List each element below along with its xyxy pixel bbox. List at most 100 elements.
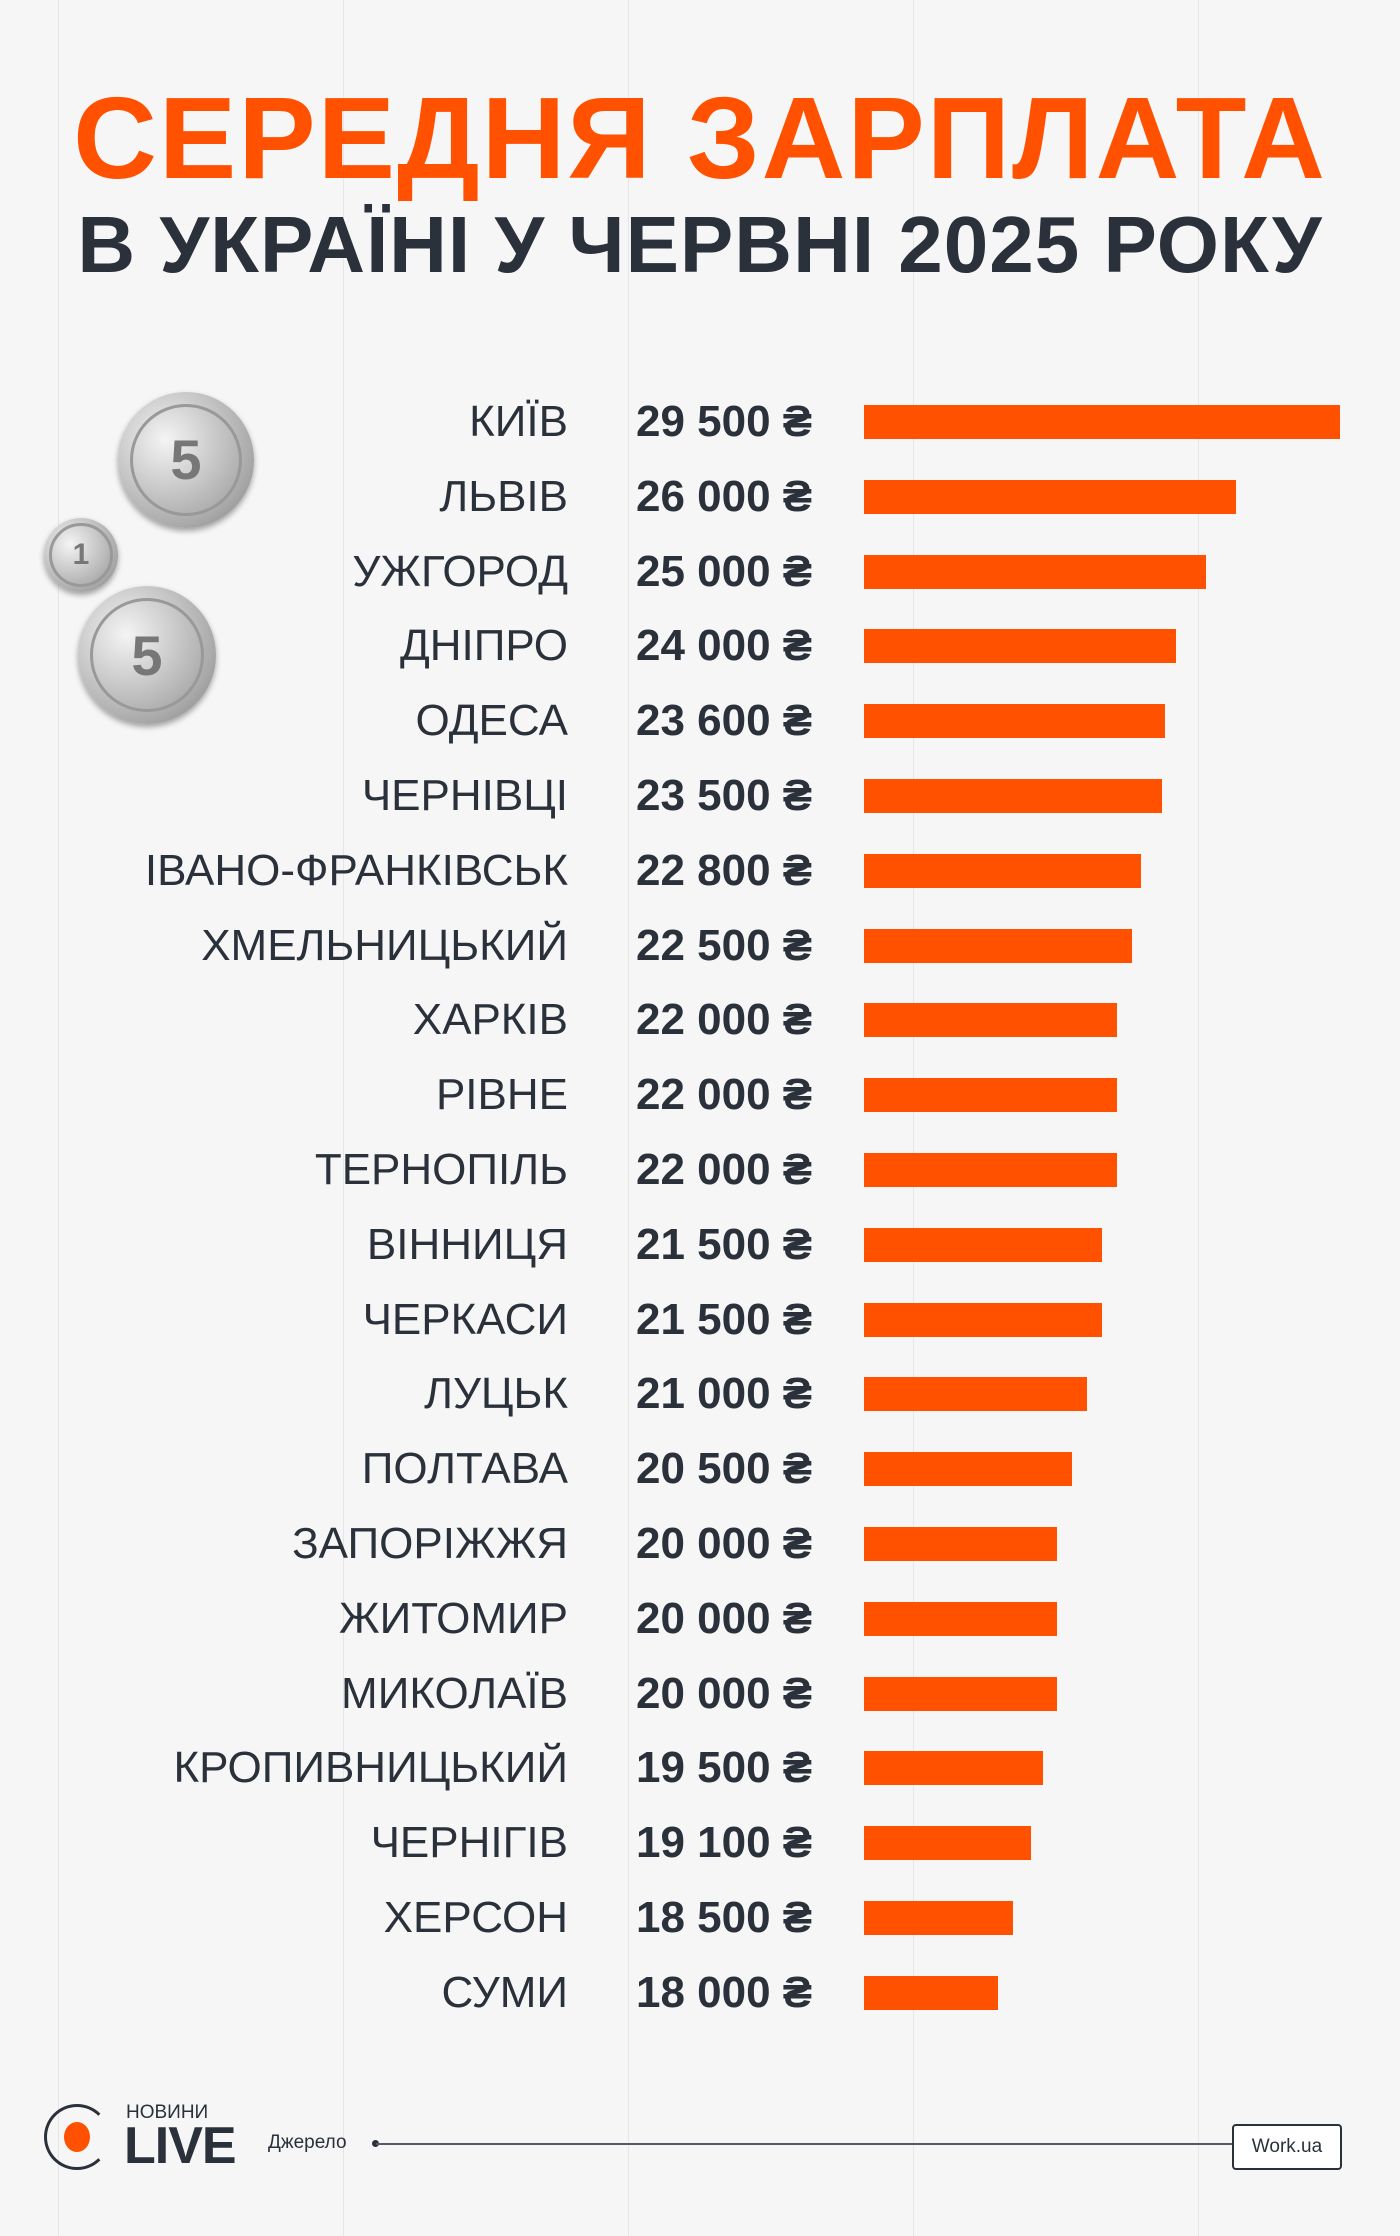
bar-row: РІВНЕ 22 000 ₴	[0, 1065, 1400, 1125]
bar-row: МИКОЛАЇВ 20 000 ₴	[0, 1664, 1400, 1724]
value-label: 23 500 ₴	[636, 771, 813, 820]
category-label: ОДЕСА	[415, 696, 568, 746]
value-label: 19 500 ₴	[636, 1743, 813, 1793]
bar-row: ТЕРНОПІЛЬ 22 000 ₴	[0, 1140, 1400, 1200]
category-label: РІВНЕ	[435, 1070, 568, 1120]
grid-line	[913, 0, 914, 2236]
category-label: ІВАНО-ФРАНКІВСЬК	[144, 845, 568, 895]
bar-row: ЛУЦЬК 21 000 ₴	[0, 1364, 1400, 1424]
bar-row: ОДЕСА 23 600 ₴	[0, 691, 1400, 751]
value-label: 20 000 ₴	[636, 1593, 813, 1643]
bar-row: ДНІПРО 24 000 ₴	[0, 616, 1400, 676]
category-label: ЧЕРКАСИ	[362, 1294, 568, 1344]
bar-row: ЧЕРНІВЦІ 23 500 ₴	[0, 766, 1400, 826]
category-label: ХЕРСОН	[383, 1893, 568, 1942]
bar-row: ЧЕРКАСИ 21 500 ₴	[0, 1290, 1400, 1350]
bar	[864, 779, 1162, 813]
bar-row: ХМЕЛЬНИЦЬКИЙ 22 500 ₴	[0, 916, 1400, 976]
bar	[864, 1452, 1073, 1487]
value-label: 18 000 ₴	[636, 1967, 813, 2017]
logo-ring-icon	[44, 2104, 110, 2170]
category-label: ЗАПОРІЖЖЯ	[292, 1519, 568, 1568]
logo-dot-icon	[64, 2122, 90, 2152]
category-label: КИЇВ	[469, 397, 568, 446]
category-label: ВІННИЦЯ	[366, 1219, 568, 1269]
bar	[864, 704, 1165, 739]
logo-text-small: НОВИНИ	[126, 2102, 209, 2123]
bar-row: ІВАНО-ФРАНКІВСЬК 22 800 ₴	[0, 841, 1400, 901]
bar	[864, 1078, 1117, 1113]
source-line	[376, 2143, 1232, 2145]
bar	[864, 928, 1132, 963]
source-label: Джерело	[268, 2132, 347, 2153]
bar	[864, 405, 1340, 439]
value-label: 24 000 ₴	[636, 621, 813, 671]
value-label: 22 800 ₴	[636, 845, 813, 895]
category-label: ЖИТОМИР	[338, 1593, 568, 1643]
bar	[864, 1751, 1043, 1786]
grid-line	[628, 0, 629, 2236]
coin-icon: 5	[118, 392, 254, 528]
footer: НОВИНИ LIVE Джерело Work.ua	[0, 2100, 1400, 2180]
bar	[864, 1153, 1117, 1187]
bar	[864, 1227, 1103, 1262]
bar-row: ЛЬВІВ 26 000 ₴	[0, 467, 1400, 527]
value-label: 23 600 ₴	[636, 696, 813, 746]
value-label: 26 000 ₴	[636, 471, 813, 521]
value-label: 29 500 ₴	[636, 397, 813, 446]
category-label: СУМИ	[441, 1967, 568, 2017]
value-label: 20 500 ₴	[636, 1444, 813, 1494]
value-label: 25 000 ₴	[636, 546, 813, 596]
bar-row: ХАРКІВ 22 000 ₴	[0, 990, 1400, 1050]
grid-line	[58, 0, 59, 2236]
bar	[864, 1601, 1058, 1636]
bar-row: УЖГОРОД 25 000 ₴	[0, 542, 1400, 602]
bar	[864, 1527, 1058, 1561]
bar	[864, 1676, 1058, 1711]
value-label: 21 500 ₴	[636, 1294, 813, 1344]
title: СЕРЕДНЯ ЗАРПЛАТА	[73, 73, 1327, 203]
value-label: 22 500 ₴	[636, 920, 813, 970]
category-label: ЛУЦЬК	[424, 1369, 568, 1419]
category-label: ТЕРНОПІЛЬ	[314, 1145, 568, 1194]
bar-row: СУМИ 18 000 ₴	[0, 1963, 1400, 2023]
bar-row: ХЕРСОН 18 500 ₴	[0, 1888, 1400, 1948]
grid-line	[343, 0, 344, 2236]
category-label: ХМЕЛЬНИЦЬКИЙ	[201, 920, 568, 970]
bar-row: ЧЕРНІГІВ 19 100 ₴	[0, 1813, 1400, 1873]
value-label: 22 000 ₴	[636, 995, 813, 1045]
bar-row: ПОЛТАВА 20 500 ₴	[0, 1439, 1400, 1499]
category-label: ХАРКІВ	[412, 995, 568, 1045]
value-label: 20 000 ₴	[636, 1668, 813, 1718]
bar-row: ВІННИЦЯ 21 500 ₴	[0, 1215, 1400, 1275]
bar	[864, 1377, 1088, 1412]
value-label: 20 000 ₴	[636, 1519, 813, 1568]
category-label: ЧЕРНІВЦІ	[361, 771, 568, 820]
bar	[864, 479, 1236, 514]
grid-line	[1198, 0, 1199, 2236]
value-label: 19 100 ₴	[636, 1818, 813, 1868]
logo-text: LIVE	[124, 2117, 237, 2175]
bar	[864, 853, 1141, 888]
bar	[864, 1302, 1103, 1337]
bar-row: КРОПИВНИЦЬКИЙ 19 500 ₴	[0, 1738, 1400, 1798]
bar-row: КИЇВ 29 500 ₴	[0, 392, 1400, 452]
subtitle: В УКРАЇНІ У ЧЕРВНІ 2025 РОКУ	[77, 200, 1323, 289]
bar-row: ЗАПОРІЖЖЯ 20 000 ₴	[0, 1514, 1400, 1574]
category-label: ДНІПРО	[399, 621, 568, 671]
value-label: 22 000 ₴	[636, 1145, 813, 1194]
value-label: 18 500 ₴	[636, 1893, 813, 1942]
category-label: УЖГОРОД	[352, 546, 568, 596]
category-label: ПОЛТАВА	[361, 1444, 568, 1494]
bar	[864, 554, 1207, 589]
bar	[864, 1826, 1031, 1861]
coin-icon: 1	[44, 518, 118, 592]
coin-icon: 5	[78, 586, 216, 724]
category-label: ЛЬВІВ	[439, 471, 568, 521]
value-label: 21 000 ₴	[636, 1369, 813, 1419]
bar	[864, 1975, 998, 2010]
value-label: 21 500 ₴	[636, 1219, 813, 1269]
bar	[864, 1901, 1013, 1935]
category-label: ЧЕРНІГІВ	[370, 1818, 568, 1868]
category-label: КРОПИВНИЦЬКИЙ	[173, 1743, 568, 1793]
